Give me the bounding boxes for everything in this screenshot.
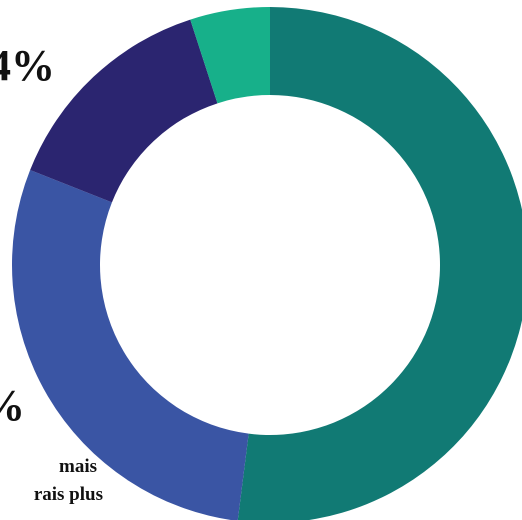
labels: mais rais plus 29% 14%: [0, 41, 103, 505]
value-label: 14%: [0, 41, 55, 90]
annotation: rais plus: [34, 484, 103, 505]
slice: [30, 19, 218, 203]
donut: [12, 7, 522, 520]
slice: [237, 7, 522, 520]
slice: [190, 7, 270, 104]
value-label: 29%: [0, 381, 25, 430]
annotation: mais: [59, 456, 97, 477]
slice: [12, 170, 249, 520]
